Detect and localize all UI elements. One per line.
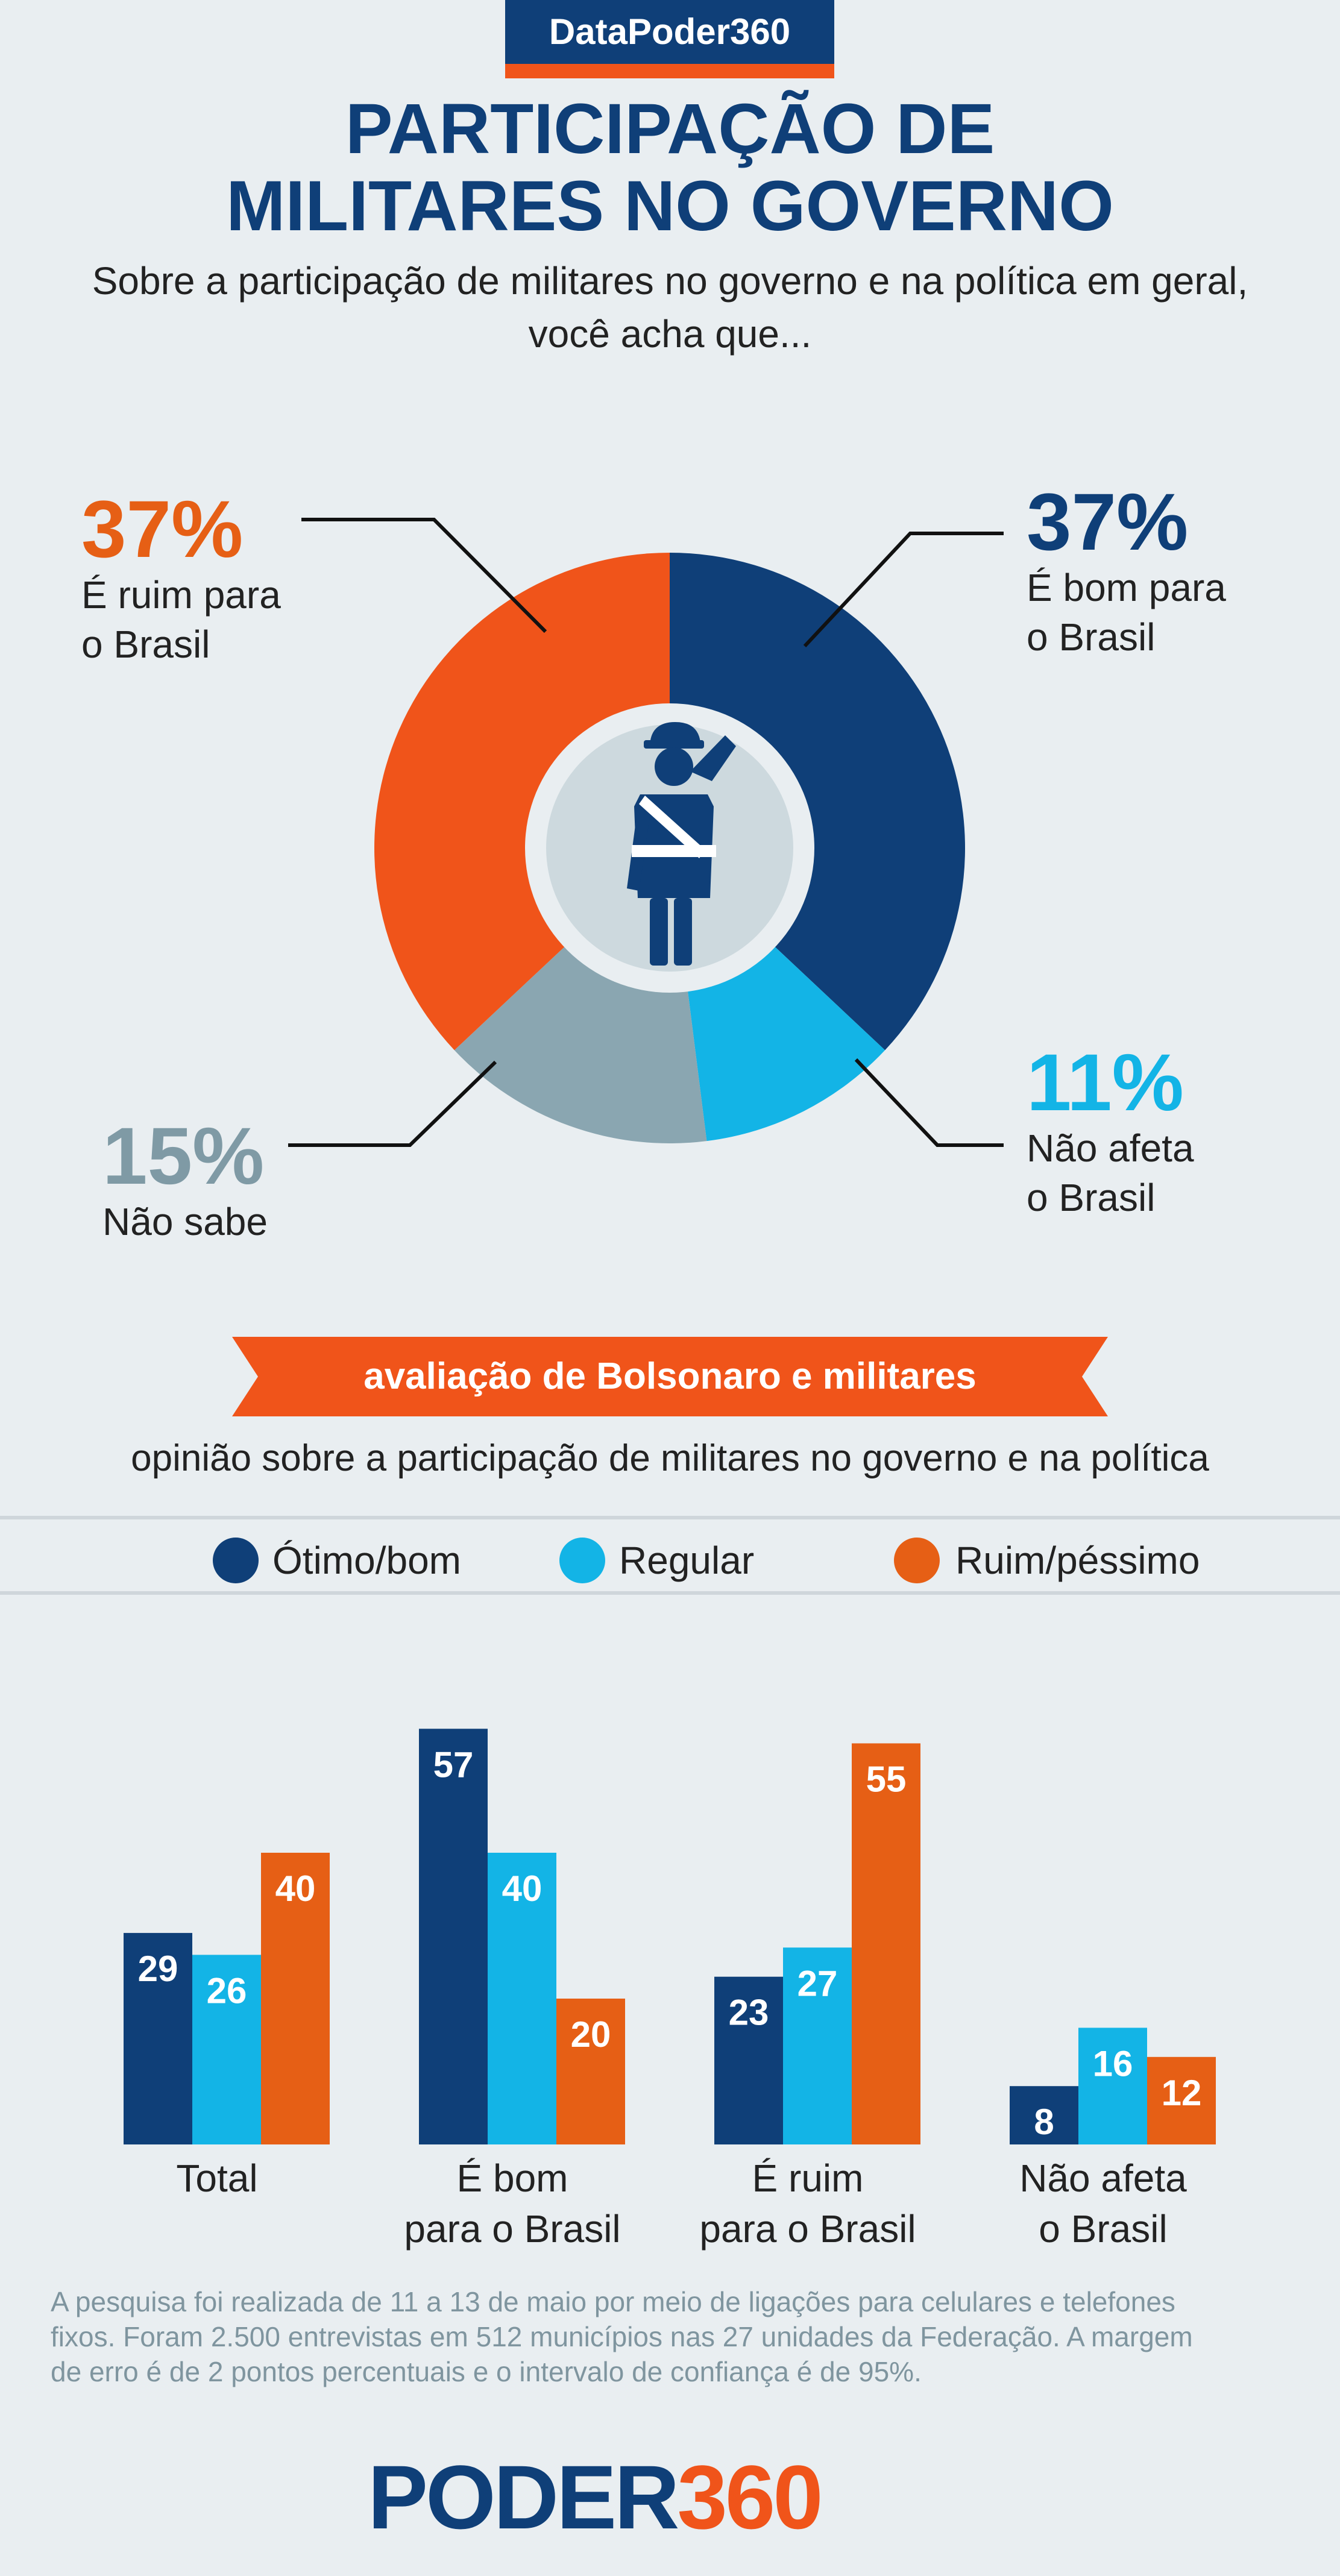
footnote-line-2: fixos. Foram 2.500 entrevistas em 512 mu…	[51, 2321, 1193, 2352]
label-ruim-pct: 37%	[81, 485, 244, 574]
footnote-line-3: de erro é de 2 pontos percentuais e o in…	[51, 2356, 922, 2387]
label-ruim-text-1: É ruim para	[81, 573, 281, 617]
leader-line-nao-afeta	[854, 1058, 1004, 1147]
page-title: PARTICIPAÇÃO DE MILITARES NO GOVERNO	[0, 90, 1340, 245]
page-title-line-1: PARTICIPAÇÃO DE	[345, 89, 995, 169]
bar-series-1-cat-2	[783, 1947, 852, 2144]
bar-value-label-2-3: 12	[1162, 2073, 1202, 2113]
bar-series-2-cat-3	[1147, 2056, 1216, 2144]
legend-label-otimo-bom: Ótimo/bom	[272, 1539, 461, 1582]
methodology-footnote: A pesquisa foi realizada de 11 a 13 de m…	[51, 2284, 1292, 2389]
bar-value-label-2-2: 55	[866, 1759, 907, 1800]
bar-value-label-0-0: 29	[138, 1949, 178, 1989]
category-label-bom-2: para o Brasil	[404, 2207, 621, 2251]
section-banner: avaliação de Bolsonaro e militares	[232, 1337, 1108, 1416]
label-nao-afeta: 11% Não afeta o Brasil	[1027, 1043, 1194, 1222]
legend-dot-regular	[559, 1538, 605, 1583]
logo-poder: PODER	[368, 2446, 679, 2548]
saluting-soldier-icon	[627, 722, 736, 966]
bar-value-label-1-2: 27	[797, 1963, 838, 2003]
bar-series-2-cat-0	[261, 1853, 330, 2144]
legend-label-regular: Regular	[619, 1539, 755, 1582]
label-nao-sabe-pct: 15%	[102, 1111, 265, 1201]
category-label-nao-afeta-2: o Brasil	[1039, 2207, 1168, 2251]
label-bom: 37% É bom para o Brasil	[1027, 482, 1226, 662]
category-label-nao-afeta: Não afeta o Brasil	[977, 2153, 1230, 2254]
legend-rule-top	[0, 1516, 1340, 1519]
poder360-logo: PODER360	[368, 2452, 823, 2542]
leader-line-bom	[803, 532, 1004, 648]
brand-badge: DataPoder360	[505, 0, 834, 78]
bar-chart-description: opinião sobre a participação de militare…	[131, 1437, 1209, 1479]
leader-line-nao-sabe	[288, 1060, 497, 1147]
bar-series-2-cat-1	[556, 1999, 625, 2144]
banner-ribbon	[232, 1337, 1108, 1416]
brand-badge-label: DataPoder360	[505, 0, 834, 64]
bar-value-label-0-1: 57	[433, 1744, 474, 1785]
label-nao-sabe-text-1: Não sabe	[102, 1200, 268, 1243]
label-nao-sabe: 15% Não sabe	[102, 1116, 268, 1246]
label-bom-pct: 37%	[1027, 477, 1189, 567]
donut-slice-3	[374, 553, 670, 1051]
bar-series-0-cat-2	[714, 1976, 783, 2144]
bar-chart: 29 57 23 8 26 40 27 16 40 20 55 12	[124, 1729, 1216, 2144]
logo-360: 360	[677, 2446, 823, 2548]
category-label-ruim: É ruim para o Brasil	[681, 2153, 934, 2254]
brand-badge-underline	[505, 64, 834, 78]
footnote-line-1: A pesquisa foi realizada de 11 a 13 de m…	[51, 2286, 1175, 2317]
bar-value-label-1-3: 16	[1093, 2043, 1133, 2084]
bar-value-label-1-1: 40	[502, 1868, 543, 1909]
legend-rule-bottom	[0, 1591, 1340, 1595]
question-line-1: Sobre a participação de militares no gov…	[92, 259, 1248, 303]
label-ruim: 37% É ruim para o Brasil	[81, 489, 281, 669]
label-bom-text-1: É bom para	[1027, 566, 1226, 609]
bar-series-0-cat-0	[124, 1933, 192, 2144]
category-label-total-1: Total	[176, 2157, 258, 2200]
bar-series-0-cat-1	[419, 1729, 488, 2144]
leader-line-ruim	[301, 518, 547, 633]
banner-label: avaliação de Bolsonaro e militares	[363, 1356, 977, 1397]
label-nao-afeta-pct: 11%	[1027, 1038, 1184, 1128]
category-label-bom: É bom para o Brasil	[386, 2153, 639, 2254]
category-label-ruim-2: para o Brasil	[699, 2207, 916, 2251]
bar-series-1-cat-3	[1078, 2028, 1147, 2144]
label-nao-afeta-text-1: Não afeta	[1027, 1126, 1194, 1170]
question-text: Sobre a participação de militares no gov…	[0, 254, 1340, 360]
legend-dot-otimo-bom	[213, 1538, 259, 1583]
label-nao-afeta-text-2: o Brasil	[1027, 1176, 1156, 1219]
category-label-bom-1: É bom	[456, 2157, 568, 2200]
donut-slice-0	[670, 553, 965, 1051]
bar-value-label-0-3: 8	[1034, 2102, 1054, 2142]
donut-chart	[288, 518, 1004, 1147]
bar-series-1-cat-0	[192, 1955, 261, 2144]
category-label-ruim-1: É ruim	[752, 2157, 864, 2200]
label-bom-text-2: o Brasil	[1027, 615, 1156, 659]
legend-dot-ruim-pessimo	[894, 1538, 940, 1583]
bar-series-0-cat-3	[1010, 2086, 1078, 2144]
bar-series-2-cat-2	[852, 1743, 920, 2144]
bar-value-label-1-0: 26	[207, 1970, 247, 2011]
legend-label-ruim-pessimo: Ruim/péssimo	[955, 1539, 1200, 1582]
question-line-2: você acha que...	[528, 312, 812, 356]
bar-value-label-0-2: 23	[729, 1993, 769, 2033]
bar-value-label-2-1: 20	[571, 2014, 611, 2055]
category-label-total: Total	[96, 2153, 338, 2204]
label-ruim-text-2: o Brasil	[81, 623, 210, 666]
bar-series-1-cat-1	[488, 1853, 556, 2144]
bar-value-label-2-0: 40	[275, 1868, 316, 1909]
category-label-nao-afeta-1: Não afeta	[1019, 2157, 1187, 2200]
page-title-line-2: MILITARES NO GOVERNO	[226, 166, 1114, 246]
